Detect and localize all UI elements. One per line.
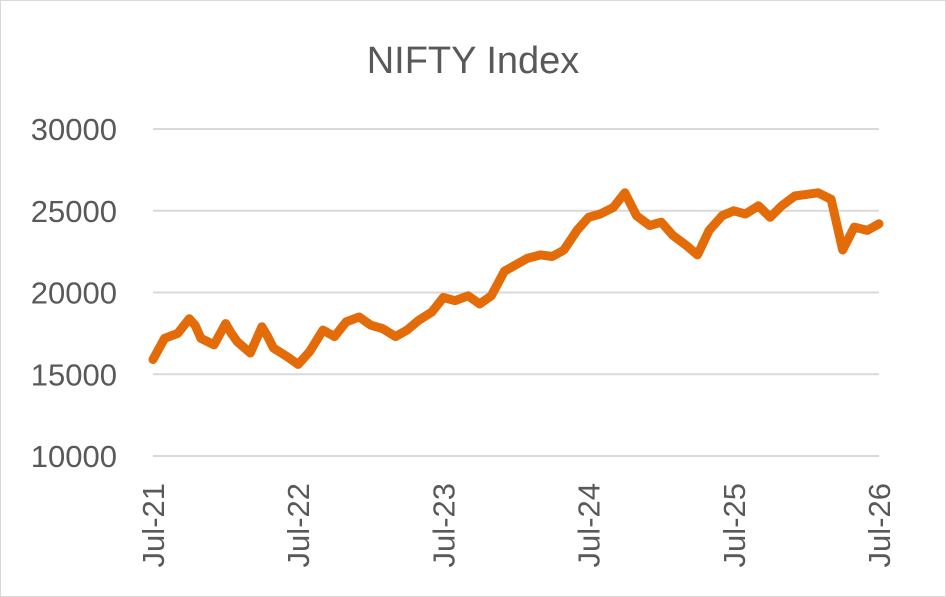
y-tick-label: 30000 — [31, 112, 117, 147]
y-tick-label: 10000 — [31, 439, 117, 474]
y-tick-label: 20000 — [31, 276, 117, 311]
chart-title: NIFTY Index — [366, 40, 580, 82]
x-tick-label: Jul-23 — [426, 483, 461, 567]
y-tick-label: 25000 — [31, 194, 117, 229]
x-tick-label: Jul-22 — [281, 483, 316, 567]
x-tick-label: Jul-26 — [862, 483, 897, 567]
x-tick-label: Jul-25 — [717, 483, 752, 567]
gridlines — [153, 128, 879, 457]
y-axis-ticks: 30000 25000 20000 15000 10000 — [31, 112, 117, 474]
series-line — [148, 188, 884, 369]
x-axis-ticks: Jul-21 Jul-22 Jul-23 Jul-24 Jul-25 Jul-26 — [136, 483, 897, 567]
x-tick-label: Jul-24 — [572, 483, 607, 567]
x-tick-label: Jul-21 — [136, 483, 171, 567]
y-tick-label: 15000 — [31, 357, 117, 392]
plot-area — [148, 188, 884, 369]
